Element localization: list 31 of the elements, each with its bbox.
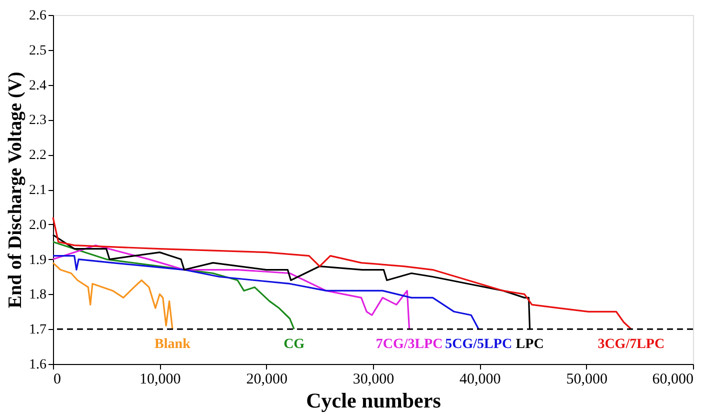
x-tick-label: 30,000 <box>352 372 394 388</box>
x-axis-title: Cycle numbers <box>306 388 441 412</box>
x-tick-label: 0 <box>54 372 61 388</box>
y-tick-label: 2.6 <box>29 8 46 24</box>
x-tick-label: 20,000 <box>246 372 288 388</box>
line-series <box>52 216 632 330</box>
series-label: CG <box>284 337 305 352</box>
line-series <box>52 262 174 330</box>
series-label: 7CG/3LPC <box>376 337 443 352</box>
line-series <box>52 241 295 330</box>
series-label: Blank <box>154 337 191 352</box>
x-tick-label: 60,000 <box>652 372 694 388</box>
line-series <box>52 244 410 330</box>
y-tick-label: 2.5 <box>29 43 46 58</box>
series-label: 3CG/7LPC <box>598 337 665 352</box>
line-series <box>52 255 480 330</box>
y-axis-title: End of Discharge Voltage (V) <box>5 72 26 308</box>
y-tick-label: 2.3 <box>29 113 46 128</box>
y-tick-label: 1.6 <box>29 358 46 372</box>
y-tick-label: 1.9 <box>29 252 46 268</box>
series-label: 5CG/5LPC <box>445 337 512 352</box>
y-tick-label: 2.4 <box>29 78 46 94</box>
x-tick-label: 50,000 <box>566 372 608 388</box>
y-tick-label: 2.1 <box>29 183 46 198</box>
y-tick-label: 1.8 <box>29 288 46 303</box>
x-tick-label: 10,000 <box>140 372 181 388</box>
y-tick-label: 1.7 <box>29 322 46 338</box>
x-tick-label: 40,000 <box>460 372 501 388</box>
y-tick-label: 2.0 <box>29 218 46 233</box>
y-tick-label: 2.2 <box>29 148 46 164</box>
series-label: LPC <box>516 337 544 352</box>
